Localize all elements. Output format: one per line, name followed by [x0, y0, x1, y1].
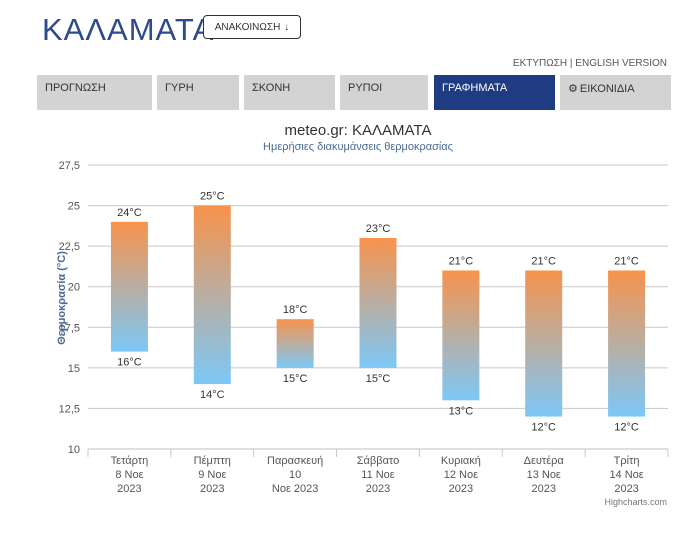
x-tick-label: Παρασκευή 10 Νοε 2023: [267, 455, 323, 495]
tab-label: ΠΡΟΓΝΩΣΗ: [45, 82, 106, 94]
low-temp-label: 13°C: [449, 405, 474, 417]
print-link[interactable]: ΕΚΤΥΠΩΣΗ: [512, 58, 568, 69]
high-temp-label: 23°C: [366, 223, 391, 235]
y-tick-label: 12,5: [59, 403, 80, 415]
y-tick-label: 27,5: [59, 160, 80, 172]
english-version-link[interactable]: ENGLISH VERSION: [575, 58, 667, 69]
high-temp-label: 21°C: [531, 255, 556, 267]
temperature-range-bar[interactable]: [276, 319, 314, 368]
chart-title: meteo.gr: ΚΑΛΑΜΑΤΑ: [284, 122, 431, 139]
y-axis-title: Θερμοκρασία (°C): [56, 251, 68, 345]
y-tick-label: 10: [68, 444, 80, 456]
tab-dust[interactable]: ΣΚΟΝΗ: [244, 75, 335, 110]
tab-forecast[interactable]: ΠΡΟΓΝΩΣΗ: [37, 75, 152, 110]
temperature-range-bar[interactable]: [110, 221, 148, 352]
announcement-button[interactable]: ΑΝΑΚΟΙΝΩΣΗ ↓: [203, 15, 301, 39]
temperature-range-bar[interactable]: [193, 205, 231, 385]
tab-label: ΓΥΡΗ: [165, 82, 194, 94]
x-tick-label: Πέμπτη 9 Νοε 2023: [194, 455, 231, 495]
high-temp-label: 21°C: [449, 255, 474, 267]
low-temp-label: 14°C: [200, 389, 225, 401]
y-tick-label: 25: [68, 201, 80, 213]
link-separator: |: [569, 58, 573, 69]
announcement-label: ΑΝΑΚΟΙΝΩΣΗ: [214, 21, 281, 33]
tab-charts[interactable]: ΓΡΑΦΗΜΑΤΑ: [434, 75, 555, 110]
tab-label: ΕΙΚΟΝΙΔΙΑ: [579, 83, 635, 95]
temperature-range-bar[interactable]: [359, 238, 397, 368]
high-temp-label: 25°C: [200, 191, 225, 203]
tab-pollen[interactable]: ΓΥΡΗ: [157, 75, 239, 110]
y-tick-label: 22,5: [59, 241, 80, 253]
tab-label: ΡΥΠΟΙ: [348, 82, 383, 94]
x-tick-label: Κυριακή 12 Νοε 2023: [441, 455, 481, 495]
tab-icons[interactable]: ⚙ ΕΙΚΟΝΙΔΙΑ: [560, 75, 671, 110]
gear-icon: ⚙: [568, 83, 578, 95]
high-temp-label: 24°C: [117, 207, 142, 219]
low-temp-label: 15°C: [366, 373, 391, 385]
page-title: ΚΑΛΑΜΑΤΑ: [42, 12, 215, 47]
low-temp-label: 12°C: [531, 422, 556, 434]
temperature-range-bar[interactable]: [608, 270, 646, 417]
low-temp-label: 12°C: [614, 422, 639, 434]
low-temp-label: 15°C: [283, 373, 308, 385]
y-tick-label: 20: [68, 282, 80, 294]
highcharts-credit[interactable]: Highcharts.com: [604, 497, 667, 507]
y-tick-label: 15: [68, 363, 80, 375]
x-tick-label: Δευτέρα 13 Νοε 2023: [524, 455, 565, 495]
temperature-range-bar[interactable]: [525, 270, 563, 417]
high-temp-label: 18°C: [283, 304, 308, 316]
x-tick-label: Σάββατο 11 Νοε 2023: [357, 455, 399, 495]
chart-subtitle: Ημερήσιες διακυμάνσεις θερμοκρασίας: [263, 141, 453, 153]
temperature-range-bar[interactable]: [442, 270, 480, 401]
tab-label: ΓΡΑΦΗΜΑΤΑ: [442, 82, 508, 94]
low-temp-label: 16°C: [117, 357, 142, 369]
arrow-down-icon: ↓: [284, 21, 290, 33]
tab-label: ΣΚΟΝΗ: [252, 82, 291, 94]
main-tabs: ΠΡΟΓΝΩΣΗ ΓΥΡΗ ΣΚΟΝΗ ΡΥΠΟΙ ΓΡΑΦΗΜΑΤΑ ⚙ ΕΙΚ…: [37, 75, 671, 110]
high-temp-label: 21°C: [614, 255, 639, 267]
tab-pollutants[interactable]: ΡΥΠΟΙ: [340, 75, 428, 110]
y-tick-label: 17,5: [59, 322, 80, 334]
top-links: ΕΚΤΥΠΩΣΗ | ENGLISH VERSION: [513, 58, 667, 69]
x-tick-label: Τετάρτη 8 Νοε 2023: [111, 455, 149, 495]
x-tick-label: Τρίτη 14 Νοε 2023: [609, 455, 643, 495]
